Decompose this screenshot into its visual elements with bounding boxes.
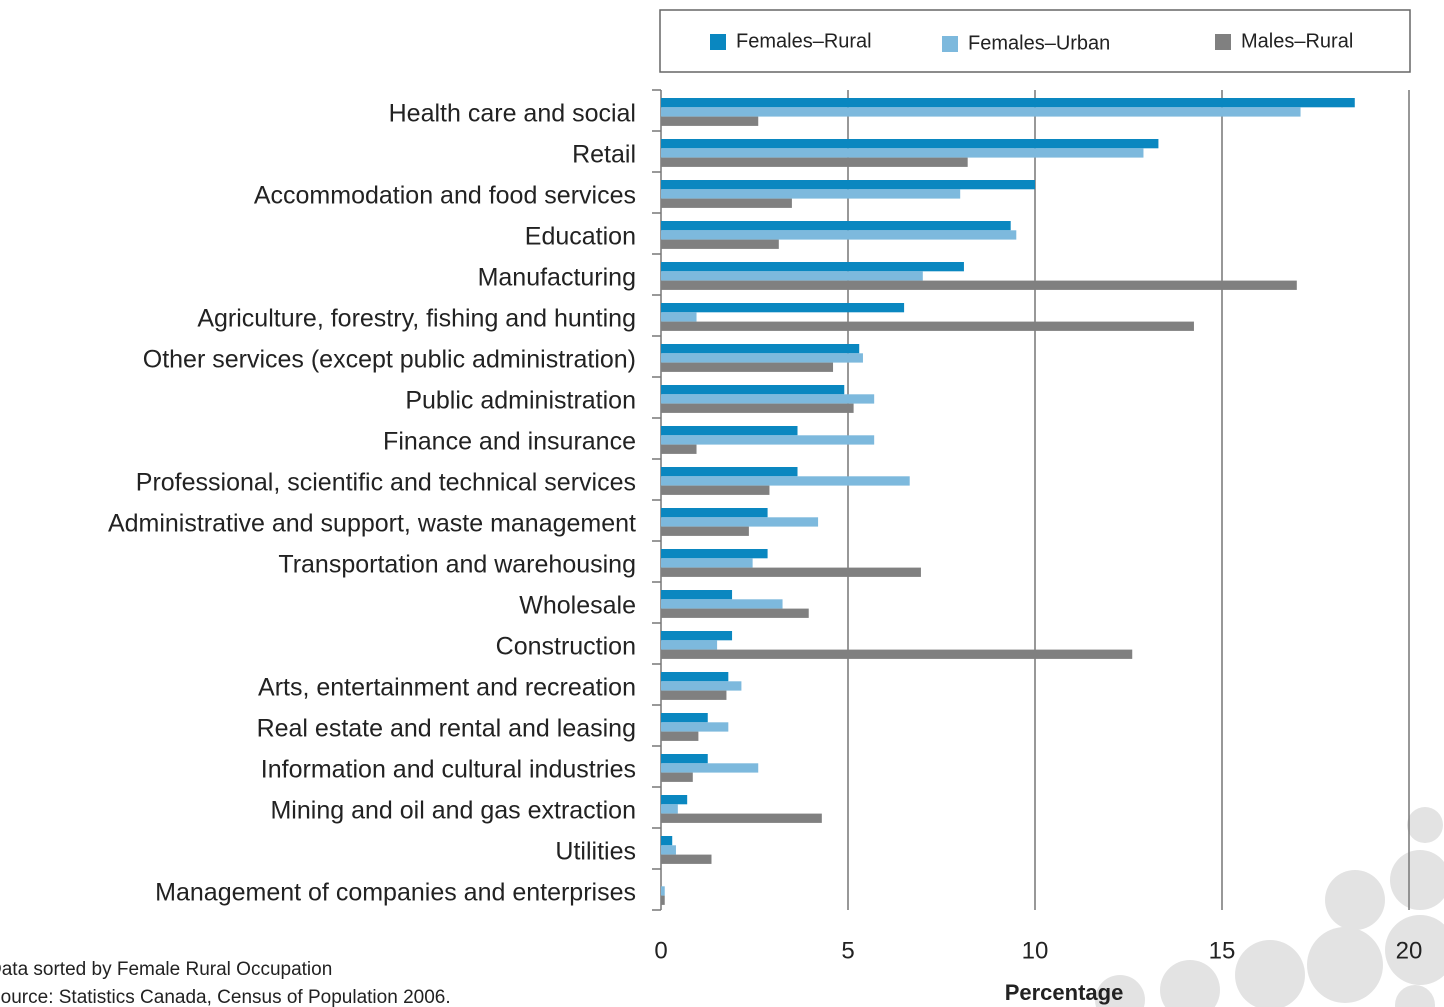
bar	[661, 649, 1133, 659]
bar	[661, 303, 905, 313]
bar	[661, 426, 798, 436]
bar	[661, 262, 964, 272]
bar	[661, 854, 712, 864]
bar	[661, 394, 875, 404]
bar	[661, 813, 822, 823]
bar	[661, 98, 1355, 108]
bar	[661, 467, 798, 477]
bar	[661, 845, 676, 855]
bar	[661, 795, 688, 805]
category-label: Other services (except public administra…	[143, 346, 636, 374]
bar	[661, 148, 1144, 158]
bar	[661, 886, 665, 896]
bar	[661, 403, 854, 413]
bar	[661, 107, 1301, 117]
bar	[661, 385, 845, 395]
bar	[661, 690, 727, 700]
category-label: Retail	[572, 141, 636, 169]
note: Source: Statistics Canada, Census of Pop…	[0, 987, 451, 1007]
category-label: Management of companies and enterprises	[155, 879, 636, 907]
category-label: Education	[525, 223, 636, 251]
legend-swatch	[710, 34, 726, 50]
legend-box	[659, 9, 1411, 73]
bar	[661, 681, 742, 691]
bar	[661, 280, 1297, 290]
decoration	[1095, 807, 1444, 1007]
bar	[661, 722, 729, 732]
bar	[661, 549, 768, 559]
legend-label: Males–Rural	[1241, 30, 1353, 52]
category-label: Administrative and support, waste manage…	[108, 510, 636, 538]
category-label: Information and cultural industries	[261, 756, 636, 784]
bar	[661, 157, 968, 167]
category-label: Public administration	[405, 387, 636, 415]
bar	[661, 640, 718, 650]
category-label: Agriculture, forestry, fishing and hunti…	[197, 305, 636, 333]
bar	[661, 221, 1011, 231]
bar	[661, 558, 753, 568]
bar	[661, 772, 693, 782]
bar	[661, 895, 665, 905]
category-label: Construction	[496, 633, 636, 661]
bar	[661, 353, 863, 363]
category-label: Wholesale	[519, 592, 636, 620]
legend-swatch	[942, 36, 958, 52]
category-label: Accommodation and food services	[254, 182, 636, 210]
bar	[661, 198, 792, 208]
x-tick-label: 10	[1022, 937, 1049, 964]
bar	[661, 189, 961, 199]
bar	[661, 230, 1017, 240]
legend-label: Females–Rural	[736, 30, 872, 52]
bar	[661, 608, 809, 618]
x-tick-label: 15	[1209, 937, 1236, 964]
bar	[661, 362, 834, 372]
category-label: Utilities	[555, 838, 636, 866]
bar	[661, 567, 921, 577]
bar	[661, 344, 860, 354]
x-axis-label: Percentage	[1005, 980, 1124, 1005]
category-label: Transportation and warehousing	[278, 551, 636, 579]
bar	[661, 672, 729, 682]
bar	[661, 435, 875, 445]
category-label: Professional, scientific and technical s…	[136, 469, 636, 497]
note: Data sorted by Female Rural Occupation	[0, 959, 332, 980]
legend-swatch	[1215, 34, 1231, 50]
x-tick-label: 20	[1396, 937, 1423, 964]
category-label: Real estate and rental and leasing	[257, 715, 636, 743]
bar	[661, 590, 733, 600]
category-label: Health care and social	[389, 100, 636, 128]
bar	[661, 485, 770, 495]
bar	[661, 731, 699, 741]
bar	[661, 321, 1194, 331]
bar	[661, 517, 819, 527]
bar	[661, 836, 673, 846]
bar	[661, 444, 697, 454]
bar	[661, 139, 1159, 149]
bar	[661, 526, 749, 536]
category-label: Finance and insurance	[383, 428, 636, 456]
category-label: Manufacturing	[478, 264, 636, 292]
bar	[661, 312, 697, 322]
bar	[661, 508, 768, 518]
bar	[661, 239, 779, 249]
bar	[661, 713, 708, 723]
bar	[661, 804, 678, 814]
bar	[661, 599, 783, 609]
category-label: Arts, entertainment and recreation	[258, 674, 636, 702]
x-tick-label: 0	[654, 937, 667, 964]
bar	[661, 763, 759, 773]
bar	[661, 476, 910, 486]
legend-label: Females–Urban	[968, 32, 1110, 54]
bar	[661, 180, 1035, 190]
bar	[661, 754, 708, 764]
x-tick-label: 5	[841, 937, 854, 964]
bar	[661, 631, 733, 641]
category-label: Mining and oil and gas extraction	[270, 797, 636, 825]
bar	[661, 271, 923, 281]
bar	[661, 116, 759, 126]
